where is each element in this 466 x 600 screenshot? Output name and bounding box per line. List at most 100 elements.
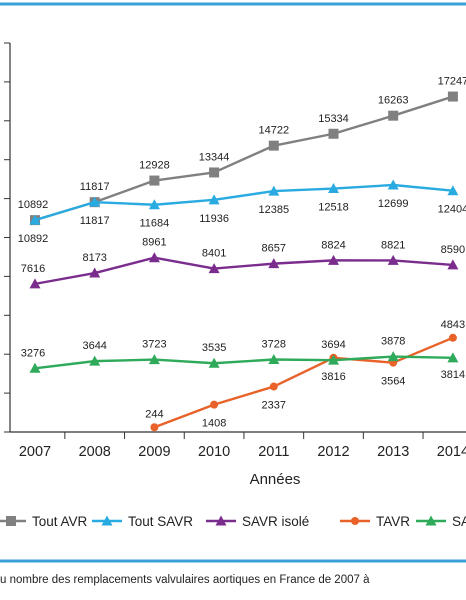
x-tick-label: 2007 <box>19 444 51 460</box>
data-point <box>387 254 399 265</box>
data-label: 3878 <box>381 336 405 348</box>
x-tick-label: 2014 <box>437 444 466 460</box>
x-axis-title: Années <box>250 471 301 488</box>
data-point <box>29 278 41 289</box>
series-line <box>153 336 454 429</box>
data-label: 3644 <box>82 340 106 352</box>
series-line <box>34 355 453 370</box>
data-point <box>149 175 160 186</box>
data-label: 8961 <box>142 237 166 249</box>
data-label: 4843 <box>441 319 465 331</box>
data-point <box>148 354 160 365</box>
data-label: 3694 <box>321 339 345 351</box>
data-point <box>215 515 227 526</box>
data-label: 8821 <box>381 239 405 251</box>
x-tick-label: 2009 <box>138 444 170 460</box>
legend-label: TAVR <box>376 514 410 529</box>
data-label: 16263 <box>378 95 409 107</box>
data-label: 3816 <box>321 371 345 383</box>
series-savr <box>29 351 459 373</box>
x-tick-label: 2011 <box>258 444 289 460</box>
data-label: 8657 <box>262 243 286 255</box>
data-label: 8401 <box>202 248 226 260</box>
data-point <box>387 351 399 362</box>
data-label: 11684 <box>140 218 170 230</box>
legend-label: SAVR isolé <box>242 514 309 529</box>
legend-item: Tout SAVR <box>92 514 193 529</box>
data-point <box>425 515 437 526</box>
data-point <box>89 196 101 207</box>
data-label: 10892 <box>18 199 49 211</box>
legend-item: Tout AVR <box>0 514 88 529</box>
data-point <box>268 185 280 196</box>
x-tick-label: 2008 <box>79 444 111 460</box>
legend: Tout AVR Tout SAVR SAVR isolé TAVR SAVR <box>0 514 466 529</box>
legend-label: SAVR <box>452 514 466 529</box>
x-tick-label: 2013 <box>377 444 409 460</box>
data-point <box>447 259 459 270</box>
data-label: 15334 <box>318 113 349 125</box>
data-label: 13344 <box>199 151 230 163</box>
data-label: 17247 <box>438 76 466 88</box>
data-point <box>268 258 280 269</box>
data-label: 12385 <box>259 204 290 216</box>
data-point <box>387 179 399 190</box>
data-label: 3814 <box>441 369 465 381</box>
figure-caption: u nombre des remplacements valvulaires a… <box>0 574 370 586</box>
data-label: 12518 <box>318 202 349 214</box>
data-point <box>388 110 399 121</box>
data-point <box>328 254 339 265</box>
legend-label: Tout SAVR <box>128 514 193 529</box>
data-point <box>328 128 339 139</box>
data-label: 3723 <box>142 339 166 351</box>
x-tick-label: 2012 <box>317 444 349 460</box>
data-point <box>351 517 359 525</box>
data-label: 7616 <box>21 263 45 275</box>
legend-item: TAVR <box>340 514 410 529</box>
data-point <box>269 382 278 391</box>
data-point <box>150 423 159 432</box>
series-tavr <box>150 333 457 432</box>
legend-label: Tout AVR <box>32 514 88 529</box>
data-point <box>328 183 339 194</box>
data-label: 11817 <box>80 181 110 193</box>
data-labels: 10892 11817 12928 13344 14722 15334 16263 17247… <box>18 76 466 430</box>
data-label: 3276 <box>21 347 45 359</box>
data-point <box>148 252 160 263</box>
data-point <box>101 515 113 526</box>
data-label: 10892 <box>18 233 49 245</box>
data-point <box>148 199 160 210</box>
data-label: 244 <box>145 408 163 420</box>
series-line <box>34 256 453 286</box>
series-line <box>34 95 454 222</box>
data-label: 8173 <box>82 252 106 264</box>
data-point <box>89 267 101 278</box>
data-point <box>208 194 220 205</box>
data-point <box>447 185 459 196</box>
data-point <box>210 400 219 409</box>
data-label: 12404 <box>438 204 466 216</box>
x-tick-label: 2010 <box>198 444 230 460</box>
data-point <box>268 353 280 364</box>
series-line <box>34 183 454 222</box>
data-label: 3535 <box>202 342 226 354</box>
data-label: 2337 <box>262 400 286 412</box>
data-label: 3564 <box>381 376 405 388</box>
legend-item: SAVR <box>416 514 466 529</box>
data-point <box>268 140 279 151</box>
data-label: 3728 <box>262 338 286 350</box>
axes: 2007 2008 2009 2010 2011 2012 2013 2014 <box>4 42 466 460</box>
data-point <box>447 352 459 363</box>
series-savr-isol- <box>29 252 459 289</box>
series-tout-savr <box>29 179 459 225</box>
data-label: 11936 <box>199 213 229 225</box>
data-label: 1408 <box>202 418 226 430</box>
data-point <box>447 91 458 102</box>
data-label: 12699 <box>378 198 409 210</box>
data-label: 12928 <box>139 160 170 172</box>
data-point <box>208 263 220 274</box>
legend-item: SAVR isolé <box>206 514 309 529</box>
data-point <box>29 362 41 373</box>
data-label: 11817 <box>80 215 110 227</box>
data-label: 14722 <box>259 125 290 137</box>
